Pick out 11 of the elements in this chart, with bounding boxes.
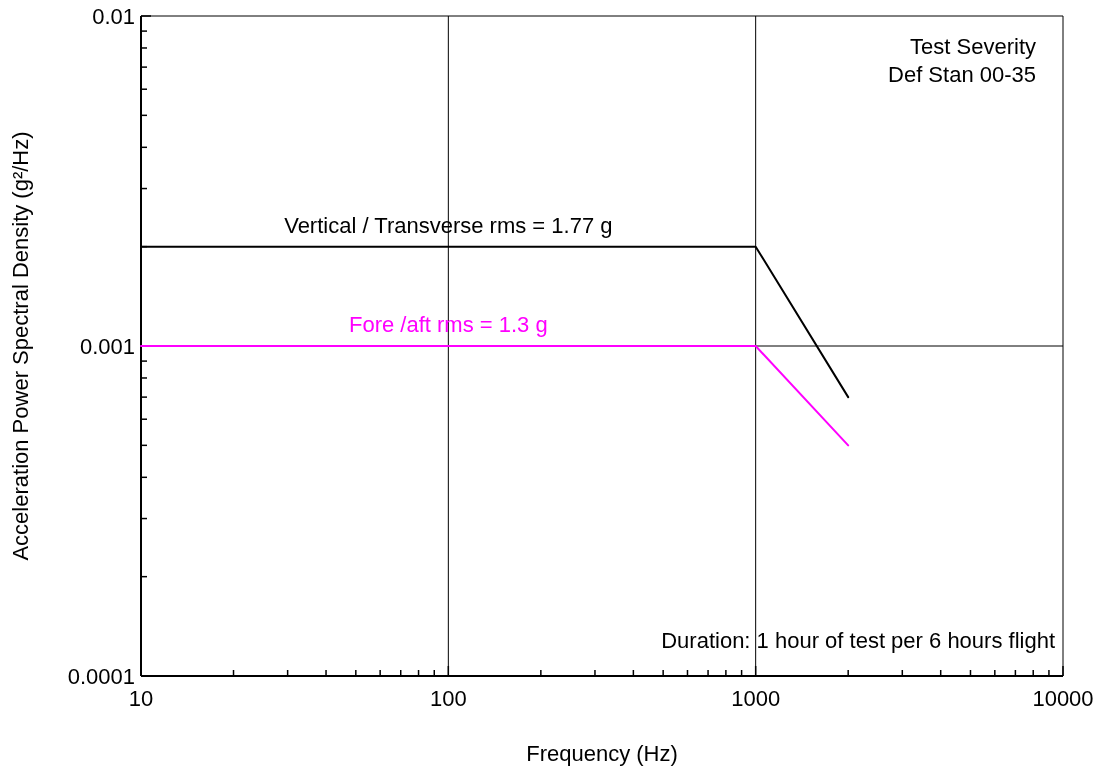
y-tick-label: 0.01 bbox=[92, 4, 135, 29]
x-tick-label: 1000 bbox=[731, 686, 781, 711]
x-tick-label: 10 bbox=[128, 686, 154, 711]
x-axis-title: Frequency (Hz) bbox=[526, 741, 678, 766]
x-tick-label: 10000 bbox=[1032, 686, 1094, 711]
y-tick-label: 0.001 bbox=[79, 334, 135, 359]
y-tick-label: 0.0001 bbox=[67, 664, 135, 689]
y-axis-title: Acceleration Power Spectral Density (g²/Hz) bbox=[8, 131, 33, 561]
annotation: Duration: 1 hour of test per 6 hours flight bbox=[661, 628, 1055, 653]
annotation: Test Severity Def Stan 00-35 bbox=[888, 34, 1036, 87]
x-tick-label: 100 bbox=[429, 686, 467, 711]
